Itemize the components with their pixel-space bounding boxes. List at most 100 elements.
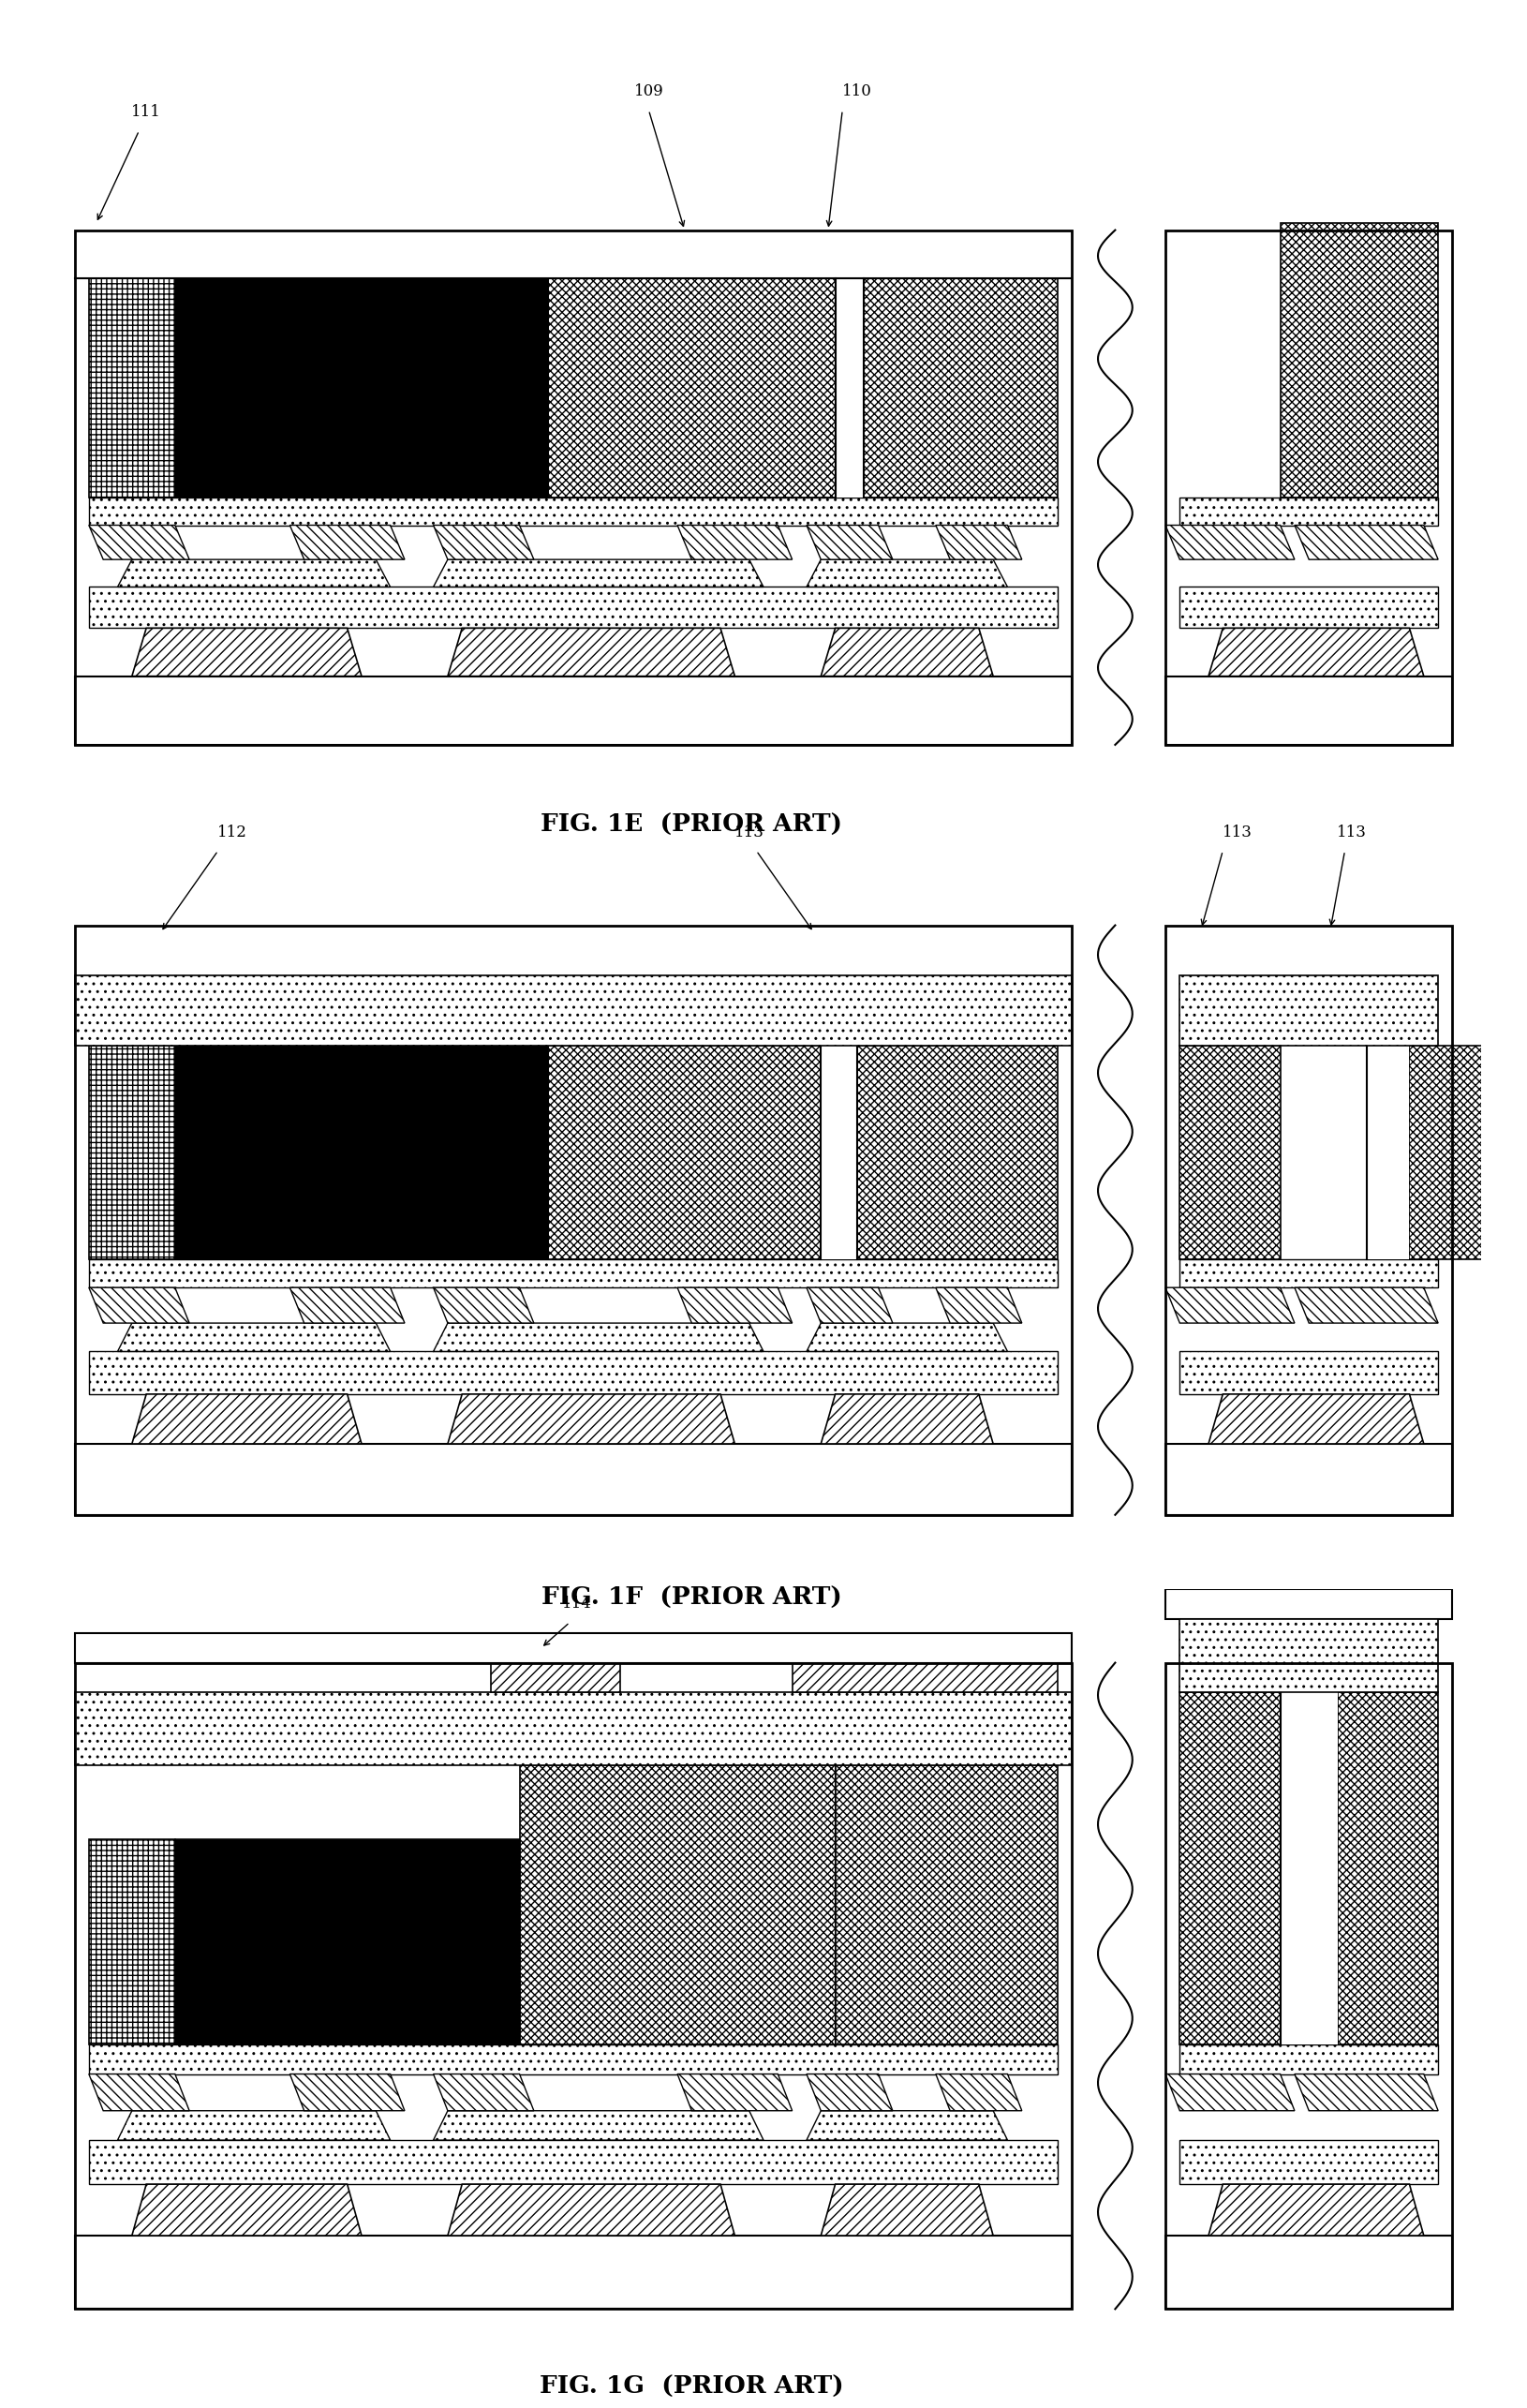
Bar bbox=[1180, 588, 1438, 628]
Bar bbox=[75, 677, 1072, 744]
Text: FIG. 1E  (PRIOR ART): FIG. 1E (PRIOR ART) bbox=[541, 814, 843, 838]
Polygon shape bbox=[434, 525, 534, 559]
Bar bbox=[548, 1045, 822, 1259]
Polygon shape bbox=[131, 1394, 362, 1445]
Bar bbox=[75, 1633, 1072, 1662]
Polygon shape bbox=[447, 628, 734, 677]
Polygon shape bbox=[822, 628, 993, 677]
Text: 113: 113 bbox=[1222, 824, 1252, 840]
Polygon shape bbox=[678, 2073, 793, 2112]
Polygon shape bbox=[806, 1288, 893, 1322]
Polygon shape bbox=[434, 2112, 764, 2141]
Bar bbox=[1165, 1445, 1452, 1515]
Polygon shape bbox=[936, 525, 1022, 559]
Polygon shape bbox=[1295, 1288, 1438, 1322]
Bar bbox=[75, 975, 1072, 1045]
Polygon shape bbox=[434, 559, 764, 588]
Bar bbox=[835, 1765, 1058, 2044]
Text: FIG. 1G  (PRIOR ART): FIG. 1G (PRIOR ART) bbox=[539, 2374, 844, 2398]
Polygon shape bbox=[678, 1288, 793, 1322]
Bar bbox=[1180, 1259, 1438, 1288]
Polygon shape bbox=[678, 525, 793, 559]
Polygon shape bbox=[89, 1288, 189, 1322]
Text: 111: 111 bbox=[131, 104, 162, 120]
Polygon shape bbox=[1208, 628, 1423, 677]
Bar bbox=[1165, 1664, 1452, 2309]
Bar bbox=[89, 277, 176, 498]
Polygon shape bbox=[822, 2184, 993, 2235]
Bar bbox=[75, 925, 1072, 1515]
Polygon shape bbox=[434, 1322, 764, 1351]
Bar bbox=[1180, 2141, 1438, 2184]
Text: 109: 109 bbox=[634, 84, 664, 99]
Polygon shape bbox=[806, 2073, 893, 2112]
Polygon shape bbox=[806, 559, 1008, 588]
Polygon shape bbox=[290, 1288, 405, 1322]
Bar bbox=[1180, 1351, 1438, 1394]
Bar bbox=[1409, 1045, 1510, 1259]
Bar bbox=[75, 1693, 1072, 1765]
Bar bbox=[519, 1765, 835, 2044]
Bar bbox=[75, 1664, 1072, 2309]
Polygon shape bbox=[1208, 2184, 1423, 2235]
Bar bbox=[1367, 1045, 1409, 1259]
Bar bbox=[1338, 1693, 1438, 2044]
Polygon shape bbox=[1295, 2073, 1438, 2112]
Polygon shape bbox=[806, 2112, 1008, 2141]
Polygon shape bbox=[118, 2112, 391, 2141]
Polygon shape bbox=[118, 1322, 391, 1351]
Bar bbox=[176, 1045, 548, 1259]
Bar bbox=[1280, 224, 1438, 498]
Polygon shape bbox=[806, 1322, 1008, 1351]
Bar bbox=[75, 2235, 1072, 2309]
Polygon shape bbox=[447, 1394, 734, 1445]
Text: 112: 112 bbox=[217, 824, 247, 840]
Bar bbox=[1180, 498, 1438, 525]
Bar bbox=[89, 1351, 1058, 1394]
Bar bbox=[1165, 677, 1452, 744]
Polygon shape bbox=[131, 2184, 362, 2235]
Polygon shape bbox=[936, 1288, 1022, 1322]
Bar bbox=[490, 1662, 620, 1693]
Polygon shape bbox=[806, 525, 893, 559]
Bar bbox=[75, 1445, 1072, 1515]
Polygon shape bbox=[89, 525, 189, 559]
Polygon shape bbox=[936, 2073, 1022, 2112]
Polygon shape bbox=[447, 2184, 734, 2235]
Polygon shape bbox=[1295, 525, 1438, 559]
Bar bbox=[89, 498, 1058, 525]
Bar bbox=[176, 1840, 519, 2044]
Bar bbox=[1280, 1693, 1338, 2044]
Polygon shape bbox=[131, 628, 362, 677]
Bar bbox=[89, 1840, 176, 2044]
Polygon shape bbox=[89, 2073, 189, 2112]
Bar bbox=[1180, 2044, 1438, 2073]
Bar bbox=[1165, 2235, 1452, 2309]
Bar bbox=[1165, 925, 1452, 1515]
Polygon shape bbox=[1165, 1288, 1295, 1322]
Bar bbox=[1180, 1618, 1438, 1693]
Bar bbox=[1180, 1693, 1280, 2044]
Text: 113: 113 bbox=[1338, 824, 1367, 840]
Bar bbox=[548, 277, 835, 498]
Bar bbox=[1165, 231, 1452, 744]
Bar bbox=[822, 1045, 857, 1259]
Bar bbox=[89, 2044, 1058, 2073]
Bar bbox=[864, 277, 1058, 498]
Polygon shape bbox=[290, 2073, 405, 2112]
Bar bbox=[89, 588, 1058, 628]
Text: 110: 110 bbox=[841, 84, 872, 99]
Polygon shape bbox=[1165, 2073, 1295, 2112]
Bar bbox=[1165, 1589, 1452, 1618]
Bar bbox=[89, 1045, 176, 1259]
Bar bbox=[835, 277, 864, 498]
Polygon shape bbox=[290, 525, 405, 559]
Polygon shape bbox=[118, 559, 391, 588]
Polygon shape bbox=[434, 2073, 534, 2112]
Bar bbox=[1180, 975, 1438, 1045]
Bar bbox=[176, 277, 548, 498]
Polygon shape bbox=[1165, 525, 1295, 559]
Polygon shape bbox=[822, 1394, 993, 1445]
Text: 114: 114 bbox=[562, 1597, 592, 1611]
Bar bbox=[1180, 1045, 1280, 1259]
